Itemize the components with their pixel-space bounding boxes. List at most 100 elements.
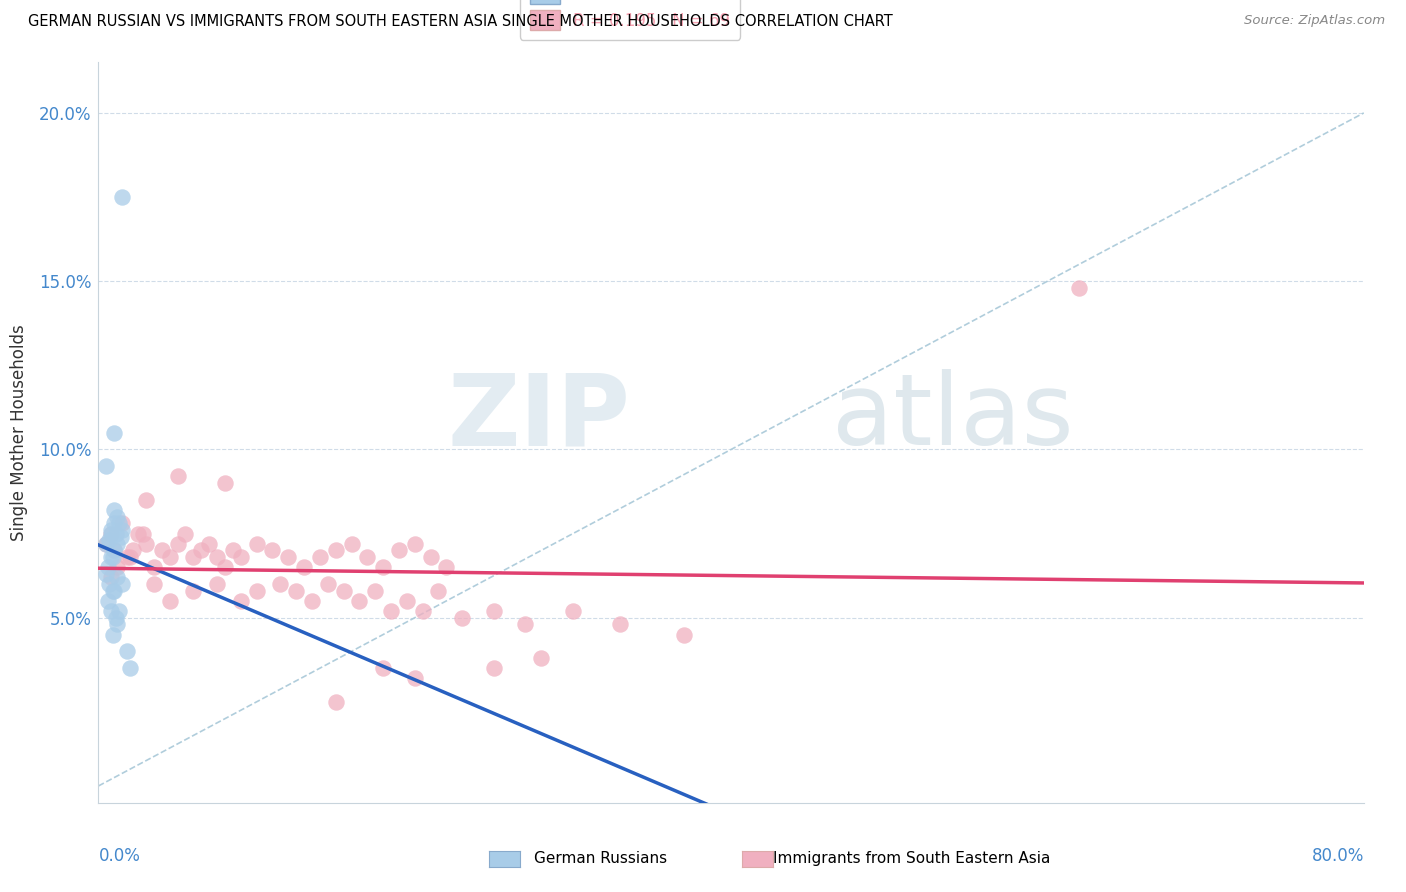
Point [183,583,205,598]
Point [332,583,354,598]
Point [316,577,339,591]
Point [404,536,426,550]
Point [111,190,134,204]
Point [482,604,505,618]
Point [111,516,134,531]
Point [371,560,394,574]
Point [103,503,125,517]
Point [103,543,125,558]
Point [159,594,181,608]
Point [96,536,118,550]
Point [96,536,118,550]
Point [174,526,197,541]
Point [609,617,631,632]
Point [269,577,291,591]
Point [205,550,228,565]
Point [166,536,188,550]
Point [672,627,695,641]
Text: Source: ZipAtlas.com: Source: ZipAtlas.com [1244,14,1385,28]
Point [135,536,157,550]
Point [214,476,236,491]
Point [101,583,124,598]
Point [246,536,269,550]
Text: 80.0%: 80.0% [1312,847,1364,865]
Point [115,644,138,658]
Point [356,550,378,565]
Point [103,543,125,558]
Point [349,594,371,608]
Point [103,425,125,440]
Text: atlas: atlas [832,369,1074,467]
Point [110,530,132,544]
Point [561,604,585,618]
Point [530,651,553,665]
Point [97,560,120,574]
Point [98,533,121,548]
Point [214,560,236,574]
Point [277,550,299,565]
Point [132,526,155,541]
Text: 0.0%: 0.0% [98,847,141,865]
Point [419,550,441,565]
Point [103,583,125,598]
Point [482,661,505,675]
Point [127,526,149,541]
Point [100,523,122,537]
Point [100,550,122,565]
Point [107,560,129,574]
Point [100,570,122,584]
Point [104,526,127,541]
Point [1067,281,1090,295]
Point [108,604,131,618]
Point [229,550,252,565]
Point [107,509,129,524]
Point [100,526,122,541]
Point [183,550,205,565]
Point [104,610,127,624]
Text: ZIP: ZIP [447,369,630,467]
Point [262,543,284,558]
Point [325,695,347,709]
Point [108,516,131,531]
Point [103,516,125,531]
Point [135,492,157,507]
Point [98,577,121,591]
Point [107,617,129,632]
Point [101,627,124,641]
Point [107,570,129,584]
Point [107,536,129,550]
Point [412,604,434,618]
Point [142,577,165,591]
Point [246,583,269,598]
Point [309,550,332,565]
Point [96,459,118,474]
Point [122,543,145,558]
Point [111,523,134,537]
Point [205,577,228,591]
Point [371,661,394,675]
Point [380,604,402,618]
Y-axis label: Single Mother Households: Single Mother Households [10,325,28,541]
Point [115,550,138,565]
Point [111,577,134,591]
Point [222,543,245,558]
Point [436,560,458,574]
Point [285,583,308,598]
Legend: R = 0.157   N = 32, R = 0.195   N = 69: R = 0.157 N = 32, R = 0.195 N = 69 [520,0,740,39]
Point [340,536,363,550]
Point [100,526,122,541]
Point [120,661,141,675]
Point [292,560,315,574]
Point [198,536,221,550]
Point [190,543,212,558]
Point [166,469,188,483]
Point [120,550,141,565]
Point [388,543,411,558]
Point [150,543,173,558]
Point [364,583,387,598]
Text: German Russians: German Russians [534,851,668,865]
Point [97,594,120,608]
Point [96,566,118,581]
Point [159,550,181,565]
Point [229,594,252,608]
